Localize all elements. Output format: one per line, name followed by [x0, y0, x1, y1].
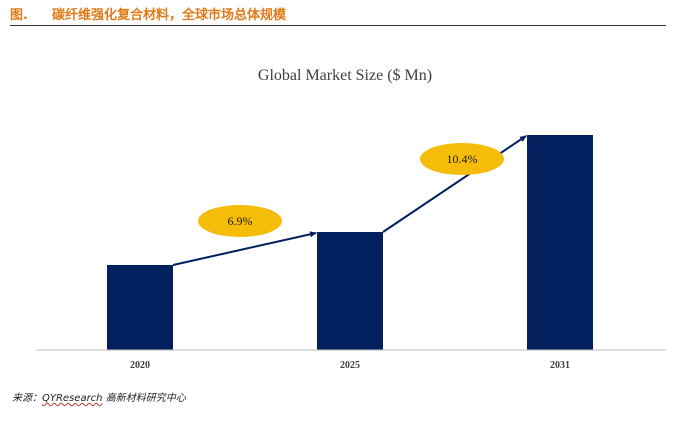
growth-bubble-2025-2031: [420, 143, 504, 175]
growth-arrow-2020-2025: [172, 231, 317, 266]
bar-2025: [317, 232, 383, 350]
x-tick-label-2025: 2025: [340, 360, 360, 371]
header-divider: [10, 25, 666, 26]
source-note: 来源：QYResearch 高新材料研究中心: [12, 389, 186, 404]
x-tick-label-2020: 2020: [130, 360, 150, 371]
bar-2020: [107, 265, 173, 350]
growth-rate-label-2020-2025: 6.9%: [228, 214, 253, 228]
chart-title: Global Market Size ($ Mn): [258, 67, 432, 84]
figure-number: 图.: [10, 8, 28, 23]
growth-arrow-2025-2031: [382, 135, 527, 233]
bar-2031: [527, 135, 593, 350]
source-prefix: 来源：: [12, 393, 42, 404]
figure-header: 图. 碳纤维强化复合材料，全球市场总体规模: [10, 6, 670, 26]
x-tick-label-2031: 2031: [550, 360, 570, 371]
source-brand: QYResearch: [42, 393, 103, 404]
source-suffix: 高新材料研究中心: [105, 393, 186, 404]
figure-caption: 碳纤维强化复合材料，全球市场总体规模: [52, 8, 287, 23]
growth-rate-label-2025-2031: 10.4%: [447, 152, 478, 166]
growth-bubble-2020-2025: [198, 205, 282, 237]
